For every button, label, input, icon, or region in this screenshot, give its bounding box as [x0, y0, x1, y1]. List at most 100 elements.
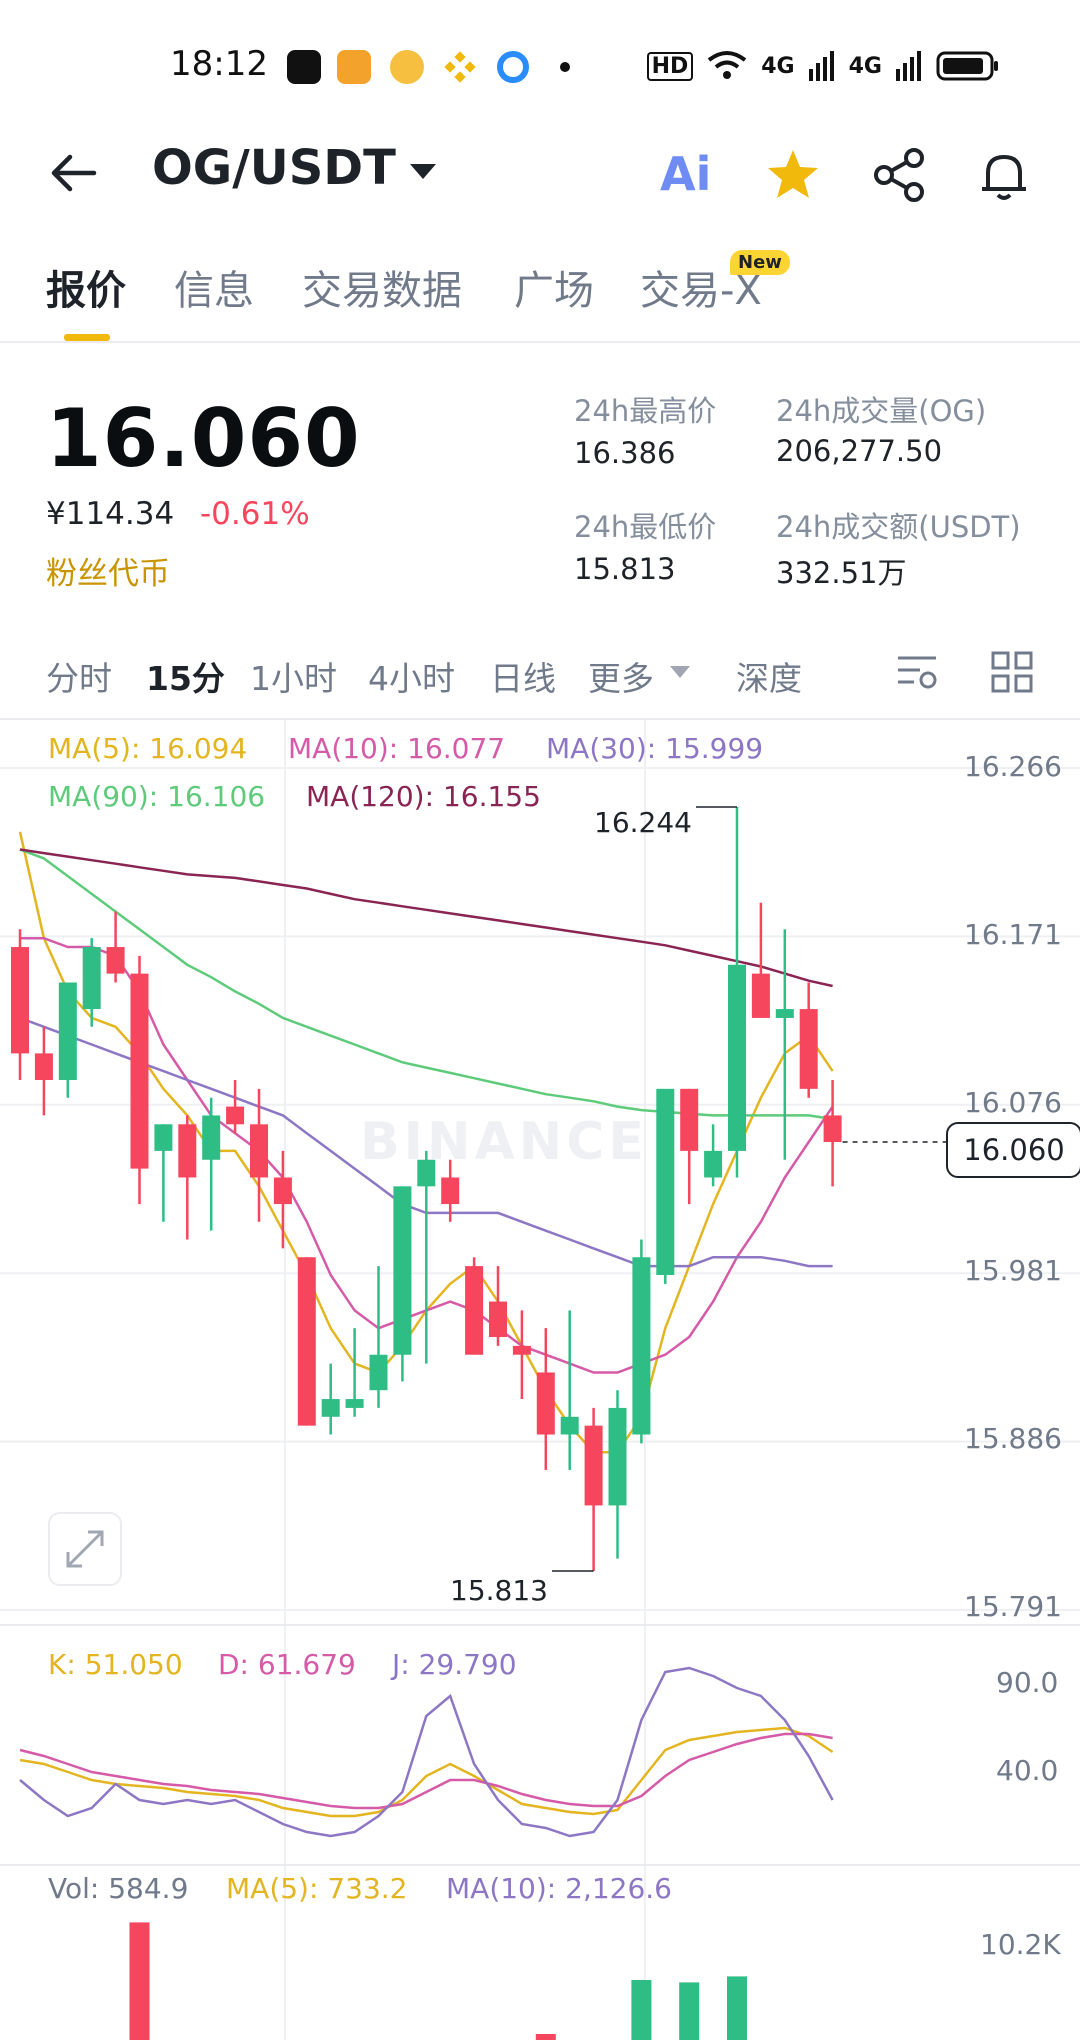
candle-body	[560, 1416, 579, 1435]
share-icon	[874, 148, 924, 202]
layout-grid-button[interactable]	[990, 650, 1034, 698]
signal-4g-icon-2: 4G	[848, 53, 882, 79]
share-button[interactable]	[870, 145, 930, 205]
candle-body	[536, 1372, 555, 1435]
candle-body	[58, 982, 77, 1080]
candle-body	[680, 1088, 699, 1151]
axis-label-4: 15.981	[964, 1254, 1062, 1287]
candlestick-chart[interactable]	[0, 720, 1080, 2040]
status-time: 18:12	[170, 44, 268, 84]
grid-icon	[991, 651, 1033, 693]
kdj-axis-40: 40.0	[996, 1754, 1059, 1787]
hd-icon: HD	[646, 51, 694, 81]
star-icon	[768, 150, 818, 198]
price-change: -0.61%	[200, 496, 310, 532]
signal-bars-icon	[808, 51, 834, 81]
high-marker-label: 16.244	[594, 806, 692, 839]
status-right: HD 4G 4G	[646, 50, 1000, 82]
new-badge: New	[730, 250, 790, 275]
candle-body	[321, 1399, 340, 1417]
active-tab-indicator	[64, 334, 110, 341]
ma120-legend: MA(120): 16.155	[306, 780, 541, 813]
low-value: 15.813	[574, 552, 676, 586]
vol-ma10-legend: MA(10): 2,126.6	[446, 1872, 672, 1905]
candle-body	[728, 964, 746, 1151]
tab-trade-x[interactable]: 交易-X	[640, 268, 762, 314]
battery-icon	[936, 51, 998, 81]
fullscreen-button[interactable]	[48, 1512, 122, 1586]
signal-bars-icon-2	[896, 51, 921, 81]
candle-body	[226, 1106, 245, 1125]
ai-button[interactable]: Ai	[660, 145, 720, 205]
pair-dropdown-icon[interactable]	[410, 164, 436, 179]
interval-depth[interactable]: 深度	[736, 659, 802, 698]
last-price: 16.060	[46, 392, 361, 485]
low-marker-label: 15.813	[450, 1574, 548, 1607]
indicator-settings-icon	[898, 656, 937, 689]
kdj-k-legend: K: 51.050	[48, 1648, 183, 1681]
kdj-axis-90: 90.0	[996, 1666, 1059, 1699]
arrow-left-icon	[51, 154, 97, 192]
interval-more[interactable]: 更多	[588, 659, 654, 698]
candle-body	[130, 973, 149, 1169]
candle-body	[106, 947, 125, 974]
interval-divider	[0, 718, 1080, 720]
indicator-settings-button[interactable]	[894, 650, 940, 698]
ai-icon: Ai	[660, 147, 712, 201]
kdj-d-legend: D: 61.679	[218, 1648, 356, 1681]
volume-og-label: 24h成交量(OG)	[776, 394, 987, 428]
tab-info[interactable]: 信息	[174, 268, 254, 314]
candle-body	[369, 1354, 388, 1391]
candle-body	[441, 1177, 460, 1205]
token-tag[interactable]: 粉丝代币	[46, 556, 170, 592]
tab-square[interactable]: 广场	[514, 268, 594, 314]
candle-body	[704, 1150, 723, 1178]
kdj-line-j	[19, 1666, 834, 1838]
ma10-legend: MA(10): 16.077	[288, 732, 506, 765]
interval-15m[interactable]: 15分	[146, 659, 225, 698]
axis-label-3: 16.076	[964, 1086, 1062, 1119]
candle-body	[775, 1009, 794, 1018]
interval-1h[interactable]: 1小时	[250, 659, 337, 698]
volume-og-value: 206,277.50	[776, 434, 943, 468]
vol-axis-label: 10.2K	[980, 1928, 1061, 1961]
candle-body	[273, 1177, 292, 1205]
ma30-legend: MA(30): 15.999	[546, 732, 764, 765]
candle-body	[178, 1124, 197, 1178]
interval-4h[interactable]: 4小时	[368, 659, 455, 698]
candle-body	[584, 1425, 603, 1506]
favorite-button[interactable]	[763, 145, 823, 205]
tab-quote[interactable]: 报价	[46, 268, 126, 314]
kdj-j-legend: J: 29.790	[392, 1648, 517, 1681]
more-dropdown-icon[interactable]	[670, 666, 690, 678]
tabs-divider	[0, 341, 1080, 343]
volume-bar	[727, 1976, 747, 2040]
candle-body	[345, 1399, 364, 1408]
candle-body	[82, 947, 101, 1010]
low-label: 24h最低价	[574, 510, 717, 544]
volume-usdt-value: 332.51万	[776, 556, 907, 590]
alert-button[interactable]	[974, 145, 1034, 205]
interval-day[interactable]: 日线	[490, 659, 556, 698]
candle-body	[417, 1159, 436, 1187]
notification-dot-icon	[560, 62, 570, 72]
tab-trading-data[interactable]: 交易数据	[302, 268, 462, 314]
candle-body	[608, 1407, 627, 1506]
binance-app-icon	[443, 50, 477, 84]
kdj-line-k	[19, 1726, 834, 1818]
high-label: 24h最高价	[574, 394, 717, 428]
candle-body	[656, 1088, 675, 1275]
candle-body	[11, 947, 29, 1054]
app-58-icon	[337, 50, 371, 84]
price-cny: ¥114.34	[46, 496, 175, 532]
candle-body	[465, 1266, 484, 1355]
candle-body	[512, 1345, 531, 1355]
candle-body	[297, 1257, 316, 1426]
volume-bar	[631, 1980, 652, 2040]
back-button[interactable]	[48, 148, 98, 198]
ma5-legend: MA(5): 16.094	[48, 732, 248, 765]
pair-selector[interactable]: OG/USDT	[152, 140, 396, 196]
candle-body	[823, 1115, 842, 1143]
interval-time[interactable]: 分时	[46, 659, 112, 698]
vol-legend: Vol: 584.9	[48, 1872, 189, 1905]
